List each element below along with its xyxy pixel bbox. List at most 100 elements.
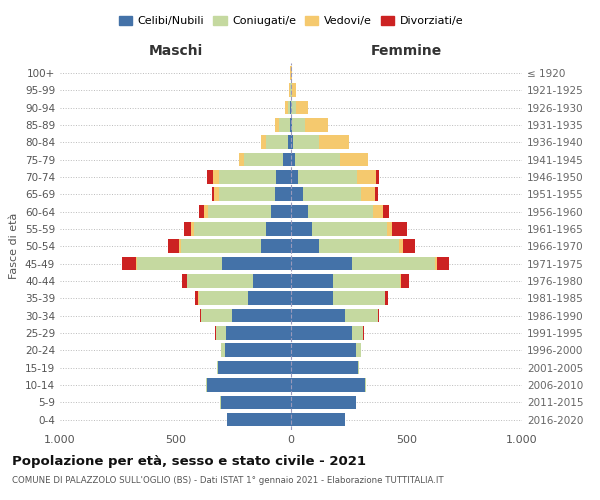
Bar: [289, 84, 290, 97]
Bar: [333, 292, 385, 305]
Bar: [352, 326, 363, 340]
Bar: [358, 361, 359, 374]
Bar: [218, 361, 291, 374]
Bar: [203, 205, 208, 218]
Bar: [187, 274, 253, 287]
Bar: [333, 274, 400, 287]
Bar: [319, 240, 399, 253]
Bar: [292, 118, 305, 132]
Bar: [291, 136, 293, 149]
Bar: [308, 205, 373, 218]
Bar: [292, 101, 296, 114]
Bar: [291, 153, 295, 166]
Bar: [227, 413, 291, 426]
Bar: [206, 170, 213, 183]
Bar: [291, 413, 344, 426]
Bar: [220, 170, 276, 183]
Bar: [179, 240, 181, 253]
Text: COMUNE DI PALAZZOLO SULL'OGLIO (BS) - Dati ISTAT 1° gennaio 2021 - Elaborazione : COMUNE DI PALAZZOLO SULL'OGLIO (BS) - Da…: [12, 476, 443, 485]
Bar: [293, 136, 319, 149]
Bar: [285, 101, 287, 114]
Bar: [137, 257, 222, 270]
Text: Popolazione per età, sesso e stato civile - 2021: Popolazione per età, sesso e stato civil…: [12, 455, 366, 468]
Bar: [291, 84, 292, 97]
Bar: [303, 188, 361, 201]
Bar: [291, 396, 356, 409]
Bar: [403, 240, 415, 253]
Y-axis label: Fasce di età: Fasce di età: [10, 213, 19, 280]
Legend: Celibi/Nubili, Coniugati/e, Vedovi/e, Divorziati/e: Celibi/Nubili, Coniugati/e, Vedovi/e, Di…: [115, 11, 467, 31]
Bar: [215, 326, 216, 340]
Bar: [291, 170, 298, 183]
Bar: [212, 188, 214, 201]
Bar: [261, 240, 291, 253]
Bar: [288, 136, 291, 149]
Bar: [206, 378, 291, 392]
Bar: [221, 396, 291, 409]
Bar: [383, 205, 389, 218]
Bar: [291, 240, 319, 253]
Bar: [226, 326, 291, 340]
Bar: [291, 378, 365, 392]
Bar: [291, 118, 292, 132]
Bar: [296, 101, 308, 114]
Bar: [291, 309, 344, 322]
Text: Femmine: Femmine: [371, 44, 442, 58]
Bar: [266, 136, 288, 149]
Bar: [373, 205, 383, 218]
Bar: [280, 118, 290, 132]
Bar: [344, 309, 378, 322]
Bar: [291, 257, 352, 270]
Bar: [291, 292, 333, 305]
Bar: [220, 188, 275, 201]
Bar: [261, 136, 266, 149]
Bar: [214, 188, 220, 201]
Bar: [217, 361, 218, 374]
Bar: [225, 344, 291, 357]
Bar: [199, 292, 248, 305]
Bar: [253, 274, 291, 287]
Bar: [290, 101, 291, 114]
Bar: [199, 205, 203, 218]
Bar: [352, 257, 434, 270]
Bar: [213, 170, 220, 183]
Bar: [244, 153, 283, 166]
Bar: [194, 292, 199, 305]
Bar: [201, 309, 232, 322]
Bar: [239, 153, 244, 166]
Bar: [194, 222, 266, 235]
Bar: [375, 188, 378, 201]
Bar: [275, 188, 291, 201]
Bar: [437, 257, 449, 270]
Bar: [356, 344, 361, 357]
Bar: [168, 240, 179, 253]
Bar: [399, 240, 403, 253]
Bar: [385, 292, 388, 305]
Bar: [181, 240, 261, 253]
Bar: [248, 292, 291, 305]
Bar: [291, 222, 312, 235]
Bar: [291, 361, 358, 374]
Bar: [182, 274, 187, 287]
Bar: [295, 153, 340, 166]
Bar: [276, 170, 291, 183]
Bar: [357, 170, 376, 183]
Bar: [291, 188, 303, 201]
Bar: [208, 205, 271, 218]
Bar: [291, 344, 356, 357]
Bar: [312, 222, 388, 235]
Bar: [392, 222, 407, 235]
Bar: [291, 326, 352, 340]
Bar: [291, 274, 333, 287]
Bar: [401, 274, 409, 287]
Bar: [292, 84, 296, 97]
Bar: [290, 118, 291, 132]
Bar: [122, 257, 136, 270]
Bar: [136, 257, 137, 270]
Bar: [184, 222, 191, 235]
Bar: [291, 205, 308, 218]
Bar: [275, 118, 280, 132]
Bar: [340, 153, 368, 166]
Bar: [400, 274, 401, 287]
Bar: [266, 222, 291, 235]
